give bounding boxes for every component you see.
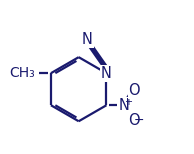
Text: O: O bbox=[129, 83, 140, 98]
Text: N: N bbox=[101, 66, 112, 81]
Text: O: O bbox=[128, 113, 139, 128]
Text: N: N bbox=[82, 32, 93, 47]
Text: N: N bbox=[119, 98, 129, 113]
Text: CH₃: CH₃ bbox=[9, 66, 35, 80]
Text: +: + bbox=[124, 97, 132, 107]
Text: −: − bbox=[134, 114, 144, 127]
